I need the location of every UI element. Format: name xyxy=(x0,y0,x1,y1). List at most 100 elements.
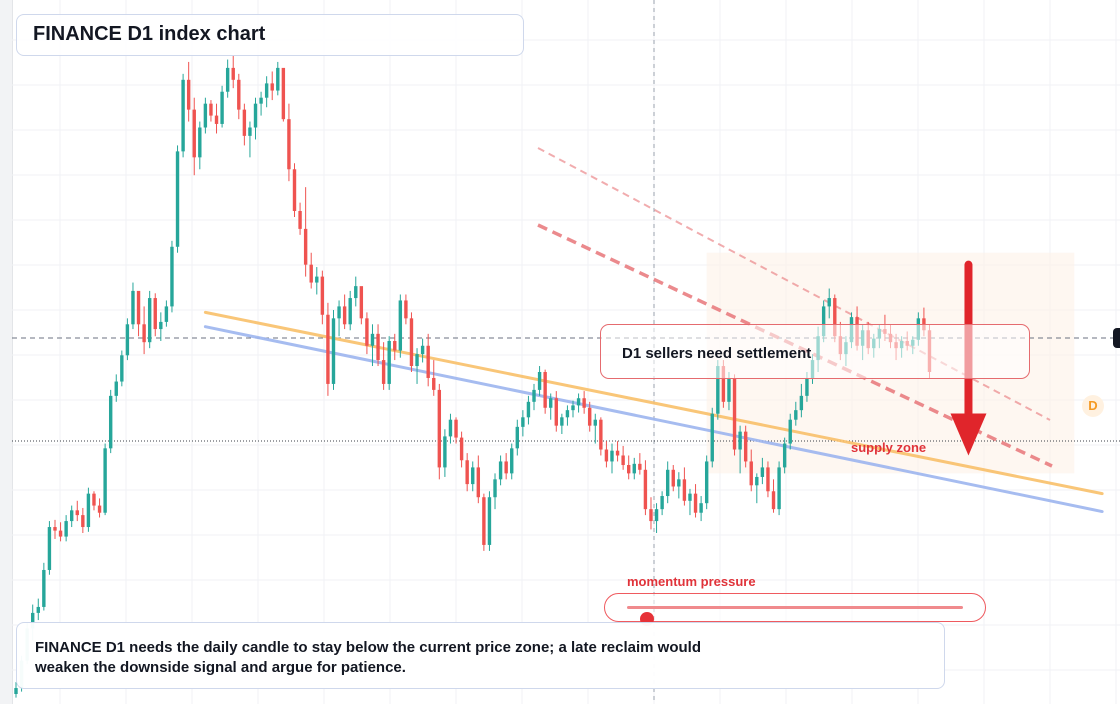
candle-body xyxy=(521,417,525,427)
candle-body xyxy=(833,298,837,337)
momentum-slider[interactable] xyxy=(604,593,986,626)
candle-body xyxy=(64,521,68,537)
candle-body xyxy=(198,127,202,158)
candle-body xyxy=(47,527,52,570)
candle-body xyxy=(298,211,302,229)
candle-body xyxy=(242,109,247,136)
candle-body xyxy=(320,276,325,315)
candle-body xyxy=(114,381,118,396)
candle-body xyxy=(482,497,486,545)
candle-body xyxy=(209,103,213,116)
candle-body xyxy=(420,345,425,355)
price-scale-tag xyxy=(1113,328,1120,348)
candle-body xyxy=(348,298,352,325)
candle-body xyxy=(799,395,804,411)
supply-arrow-head xyxy=(950,413,987,456)
candle-body xyxy=(732,377,737,450)
timeframe-badge[interactable]: D xyxy=(1082,395,1104,417)
chart-title-box: FINANCE D1 index chart xyxy=(16,14,524,56)
candle-body xyxy=(31,612,35,629)
candle-body xyxy=(660,496,664,510)
candle-body xyxy=(14,688,18,694)
candle-body xyxy=(671,469,675,487)
candle-body xyxy=(237,79,241,110)
candle-body xyxy=(365,318,369,346)
candle-body xyxy=(526,401,531,418)
trendline-blue xyxy=(203,325,1104,514)
candle-body xyxy=(270,83,274,91)
momentum-label: momentum pressure xyxy=(627,574,756,589)
candle-body xyxy=(287,119,291,170)
candle-body xyxy=(354,286,358,299)
candle-body xyxy=(576,398,581,406)
candle-body xyxy=(264,83,269,98)
candle-body xyxy=(276,67,280,91)
candle-body xyxy=(565,410,570,418)
candle-body xyxy=(370,333,375,346)
candle-body xyxy=(381,360,386,384)
candle-body xyxy=(292,169,297,211)
candle-body xyxy=(103,448,107,513)
candle-body xyxy=(688,493,692,501)
candle-body xyxy=(710,413,714,462)
candle-body xyxy=(588,407,592,426)
candle-body xyxy=(704,461,709,504)
candle-body xyxy=(699,503,703,513)
candle-body xyxy=(471,467,475,485)
candle-body xyxy=(393,340,397,351)
candle-body xyxy=(593,419,597,426)
candle-body xyxy=(175,151,180,247)
candle-body xyxy=(582,398,586,408)
candle-body xyxy=(136,290,141,325)
candle-body xyxy=(498,461,503,480)
candle-body xyxy=(554,398,558,426)
candle-body xyxy=(665,469,670,497)
candle-body xyxy=(621,455,625,466)
candle-body xyxy=(192,109,196,158)
candle-body xyxy=(387,340,391,384)
candle-body xyxy=(571,405,575,411)
candle-body xyxy=(181,79,185,152)
candle-body xyxy=(649,509,653,522)
candle-body xyxy=(186,79,191,110)
candle-body xyxy=(727,377,731,402)
trendline-orange xyxy=(203,310,1104,496)
candle-body xyxy=(426,345,430,378)
candle-body xyxy=(359,286,364,319)
candle-body xyxy=(777,467,781,510)
candle-body xyxy=(108,395,113,449)
candle-body xyxy=(821,306,826,337)
candle-body xyxy=(415,354,419,367)
candle-body xyxy=(81,515,85,528)
candle-body xyxy=(92,493,96,506)
candle-body xyxy=(615,450,620,456)
candle-body xyxy=(805,377,809,396)
candle-body xyxy=(409,318,414,367)
candle-body xyxy=(643,469,648,510)
candle-body xyxy=(794,410,798,420)
candle-body xyxy=(827,298,831,307)
candle-body xyxy=(432,377,436,390)
candle-body xyxy=(476,467,481,498)
candle-body xyxy=(231,67,235,80)
candle-body xyxy=(654,509,659,522)
candle-body xyxy=(97,505,102,513)
candle-body xyxy=(632,463,636,474)
candle-body xyxy=(303,228,308,265)
candle-body xyxy=(342,306,347,325)
candle-body xyxy=(120,355,124,382)
candle-body xyxy=(749,461,753,486)
candle-body xyxy=(693,493,698,513)
candle-body xyxy=(398,300,403,351)
candle-body xyxy=(549,398,553,408)
supply-zone-label: supply zone xyxy=(851,440,927,455)
candle-body xyxy=(543,372,547,408)
candle-body xyxy=(331,318,336,384)
candle-body xyxy=(164,306,169,322)
candle-body xyxy=(515,426,519,449)
candle-body xyxy=(142,324,146,343)
candle-body xyxy=(315,276,319,283)
candle-body xyxy=(738,431,742,450)
note-text: FINANCE D1 needs the daily candle to sta… xyxy=(35,639,701,676)
candle-body xyxy=(510,448,514,474)
